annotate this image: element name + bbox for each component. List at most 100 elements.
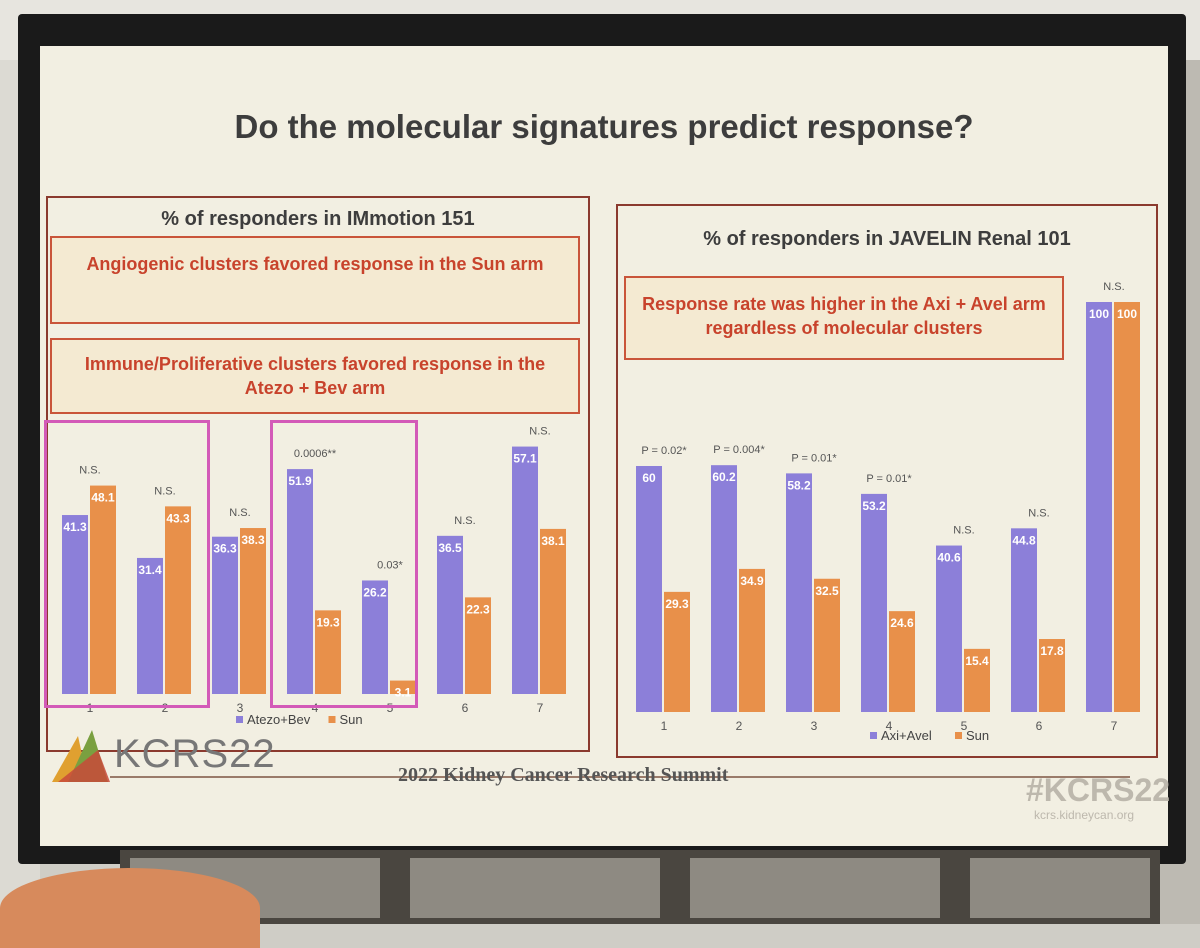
bar-series1: [287, 469, 313, 694]
data-label: 36.3: [213, 542, 237, 556]
significance-annotation: N.S.: [1103, 281, 1124, 293]
bar-series1: [137, 557, 163, 694]
left-callout-angiogenic: Angiogenic clusters favored response in …: [50, 236, 580, 324]
data-label: 48.1: [91, 491, 115, 505]
category-tick: 1: [87, 701, 94, 715]
significance-annotation: N.S.: [154, 485, 175, 497]
data-label: 19.3: [316, 615, 340, 629]
bar-series1: [1086, 302, 1112, 712]
data-label: 38.3: [241, 533, 265, 547]
bar-series2: [540, 528, 566, 694]
significance-annotation: N.S.: [1028, 507, 1049, 519]
footer-hashtag: #KCRS22: [1026, 772, 1171, 808]
data-label: 58.2: [787, 478, 811, 492]
category-tick: 6: [462, 701, 469, 715]
window-pane: [970, 858, 1150, 918]
significance-annotation: 0.03*: [377, 559, 403, 571]
category-tick: 4: [886, 719, 893, 733]
legend-label: Sun: [340, 712, 363, 727]
category-tick: 3: [811, 719, 818, 733]
legend-label: Atezo+Bev: [247, 712, 311, 727]
legend-label: Sun: [966, 728, 989, 743]
bar-series2: [390, 680, 416, 694]
category-tick: 2: [736, 719, 743, 733]
legend-label: Axi+Avel: [881, 728, 932, 743]
bar-series1: [362, 580, 388, 694]
significance-annotation: P = 0.01*: [866, 473, 912, 485]
data-label: 51.9: [288, 474, 312, 488]
category-tick: 7: [537, 701, 544, 715]
data-label: 15.4: [965, 654, 989, 668]
highlight-box-clusters-1-2: [44, 420, 210, 708]
data-label: 43.3: [166, 511, 190, 525]
legend-swatch: [236, 716, 243, 723]
bar-series2: [315, 610, 341, 694]
slide: Do the molecular signatures predict resp…: [40, 46, 1171, 846]
bar-series2: [1114, 302, 1140, 712]
left-panel-title: % of responders in IMmotion 151: [161, 208, 475, 230]
bar-series2: [739, 568, 765, 712]
bar-series1: [437, 535, 463, 694]
bar-series1: [861, 493, 887, 712]
bar-series2: [165, 506, 191, 694]
window-pane: [410, 858, 660, 918]
legend-swatch: [870, 732, 877, 739]
bar-series1: [512, 446, 538, 694]
data-label: 29.3: [665, 597, 689, 611]
data-label: 24.6: [890, 616, 914, 630]
significance-annotation: P = 0.02*: [641, 445, 687, 457]
data-label: 38.1: [541, 534, 565, 548]
category-tick: 3: [237, 701, 244, 715]
footer-rule: [110, 776, 1130, 778]
category-tick: 6: [1036, 719, 1043, 733]
data-label: 100: [1089, 307, 1109, 321]
right-panel: % of responders in JAVELIN Renal 101: [616, 204, 1158, 758]
kcrs-logo-mark: [52, 730, 110, 782]
bar-series2: [465, 597, 491, 694]
window-strip: [120, 850, 1160, 924]
right-chart: 60 29.3 1 P = 0.02* 60.2 34.9 2 P = 0.004* 58.2 3…: [636, 281, 1140, 743]
bar-series2: [889, 611, 915, 712]
highlight-box-clusters-4-5: [270, 420, 418, 708]
slide-title: Do the molecular signatures predict resp…: [234, 108, 974, 145]
data-label: 31.4: [138, 563, 162, 577]
bar-series2: [240, 528, 266, 694]
legend-swatch: [955, 732, 962, 739]
bar-series1: [636, 466, 662, 712]
bar-series2: [664, 591, 690, 712]
bar-series1: [936, 545, 962, 712]
left-callout-immune: Immune/Proliferative clusters favored re…: [50, 338, 580, 414]
data-label: 40.6: [937, 551, 961, 565]
bar-series1: [711, 465, 737, 712]
category-tick: 4: [312, 701, 319, 715]
legend-swatch: [328, 716, 336, 723]
audience-head: [0, 868, 260, 948]
footer-url: kcrs.kidneycan.org: [1034, 808, 1135, 822]
right-panel-title: % of responders in JAVELIN Renal 101: [703, 228, 1071, 250]
bar-series1: [212, 536, 238, 694]
data-label: 60: [642, 471, 656, 485]
kcrs-logo-text: KCRS22: [114, 732, 276, 776]
bar-series2: [90, 485, 116, 694]
left-chart: 41.3 48.1 1 N.S. 31.4 43.3 2 N.S. 36.3 38.3 3 N.S. 5…: [62, 426, 566, 727]
left-panel: % of responders in IMmotion 151: [46, 196, 590, 752]
data-label: 41.3: [63, 520, 87, 534]
significance-annotation: P = 0.004*: [713, 444, 765, 456]
data-label: 32.5: [815, 584, 839, 598]
data-label: 26.2: [363, 585, 387, 599]
data-label: 53.2: [862, 499, 886, 513]
window-pane: [690, 858, 940, 918]
bar-series2: [964, 648, 990, 712]
bar-series1: [62, 515, 88, 694]
bar-series1: [786, 473, 812, 712]
data-label: 100: [1117, 307, 1137, 321]
bar-series2: [1039, 639, 1065, 712]
data-label: 57.1: [513, 452, 537, 466]
right-callout: Response rate was higher in the Axi + Av…: [624, 276, 1064, 360]
data-label: 44.8: [1012, 533, 1036, 547]
data-label: 17.8: [1040, 644, 1064, 658]
significance-annotation: N.S.: [529, 426, 550, 438]
bar-series1: [1011, 528, 1037, 712]
category-tick: 1: [661, 719, 668, 733]
category-tick: 7: [1111, 719, 1118, 733]
